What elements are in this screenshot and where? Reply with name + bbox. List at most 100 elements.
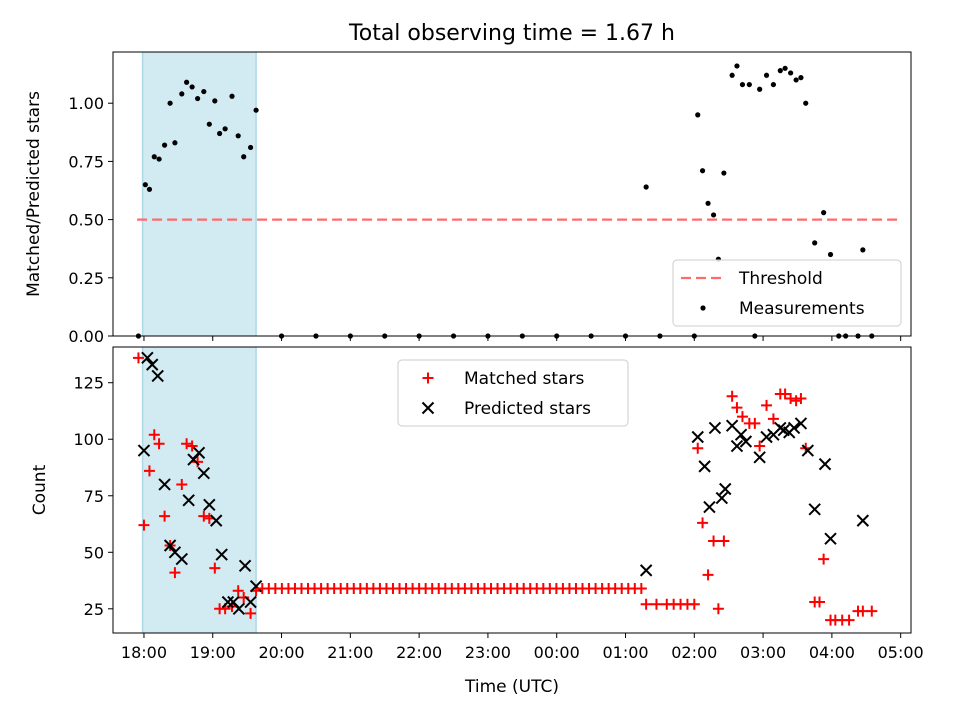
matched-star-marker bbox=[866, 605, 878, 617]
bottom-axes-frame bbox=[112, 346, 912, 634]
measurement-point bbox=[643, 184, 649, 190]
bottom-legend: Matched stars Predicted stars bbox=[397, 359, 629, 427]
measurement-point bbox=[146, 186, 153, 192]
measurement-point bbox=[821, 210, 827, 216]
top-y-tick-label: 1.00 bbox=[68, 94, 104, 113]
measurement-point bbox=[189, 84, 195, 90]
matched-star-marker bbox=[712, 603, 724, 615]
predicted-star-marker bbox=[182, 494, 195, 507]
x-tick-label: 01:00 bbox=[602, 643, 648, 662]
matched-star-marker bbox=[785, 393, 797, 405]
x-tick-label: 04:00 bbox=[809, 643, 855, 662]
x-tick-label: 03:00 bbox=[740, 643, 786, 662]
measurement-point bbox=[710, 212, 717, 218]
legend-matched-swatch bbox=[422, 372, 434, 384]
matched-star-marker bbox=[143, 465, 155, 477]
top-y-tick-label: 0.75 bbox=[68, 152, 104, 171]
measurement-point bbox=[721, 170, 727, 176]
matched-star-marker bbox=[650, 598, 662, 610]
top-panel: 0.00 0.25 0.50 0.75 1.00 Matched/Predicted st… bbox=[24, 51, 912, 346]
matched-star-marker bbox=[736, 411, 748, 423]
bottom-y-axis-label: Count bbox=[30, 464, 50, 515]
predicted-star-marker bbox=[715, 491, 729, 505]
bottom-shaded-span bbox=[142, 347, 257, 633]
measurement-point bbox=[746, 81, 752, 88]
predicted-star-marker bbox=[808, 503, 821, 516]
legend-predicted-swatch bbox=[421, 401, 435, 415]
predicted-star-marker bbox=[244, 595, 257, 609]
measurement-point bbox=[142, 182, 148, 188]
bottom-y-tick-label: 25 bbox=[84, 600, 104, 619]
predicted-star-marker bbox=[719, 482, 732, 496]
measurement-point bbox=[739, 81, 746, 88]
measurement-point bbox=[247, 144, 254, 151]
x-tick-label: 20:00 bbox=[258, 643, 304, 662]
predicted-star-marker bbox=[249, 579, 263, 593]
matched-star-marker bbox=[790, 395, 802, 407]
matched-star-marker bbox=[209, 562, 221, 574]
matched-star-marker bbox=[702, 569, 714, 581]
measurement-point bbox=[235, 133, 241, 139]
x-tick-label: 21:00 bbox=[327, 643, 373, 662]
legend-label: Threshold bbox=[738, 269, 823, 289]
measurement-point bbox=[788, 70, 794, 76]
legend-label: Measurements bbox=[739, 299, 865, 319]
predicted-star-marker bbox=[730, 439, 744, 453]
matched-star-marker bbox=[708, 535, 720, 547]
measurement-point bbox=[206, 121, 212, 127]
predicted-star-marker bbox=[698, 460, 711, 473]
matched-star-marker bbox=[818, 553, 830, 565]
legend-frame bbox=[397, 359, 629, 427]
figure-title: Total observing time = 1.67 h bbox=[348, 21, 675, 46]
measurement-point bbox=[222, 126, 228, 132]
matched-star-marker bbox=[232, 585, 244, 597]
x-tick-label: 05:00 bbox=[878, 643, 924, 662]
matched-star-marker bbox=[718, 535, 730, 547]
measurement-point bbox=[763, 72, 770, 78]
predicted-star-marker bbox=[639, 564, 653, 577]
top-y-tick-label: 0.25 bbox=[68, 269, 104, 288]
bottom-y-tick-label: 50 bbox=[84, 543, 104, 562]
measurement-point bbox=[803, 100, 809, 106]
bottom-x-axis-label: Time (UTC) bbox=[464, 677, 559, 697]
x-tick-label: 18:00 bbox=[121, 643, 167, 662]
predicted-star-marker bbox=[151, 369, 164, 383]
matched-star-marker bbox=[153, 438, 165, 450]
measurement-point bbox=[793, 77, 799, 83]
matched-star-marker bbox=[148, 429, 160, 441]
bottom-y-tick-label: 125 bbox=[73, 374, 104, 393]
measurement-point bbox=[179, 91, 185, 97]
predicted-star-marker bbox=[163, 539, 177, 552]
matched-star-marker bbox=[754, 440, 766, 452]
measurement-point bbox=[798, 75, 804, 81]
predicted-star-marker bbox=[753, 451, 766, 464]
matched-star-marker bbox=[843, 614, 855, 626]
predicted-star-marker bbox=[203, 498, 216, 512]
predicted-star-marker bbox=[824, 532, 837, 545]
measurement-point bbox=[217, 130, 223, 137]
top-y-axis-label: Matched/Predicted stars bbox=[24, 91, 44, 297]
legend-measurement-swatch bbox=[700, 305, 706, 311]
bottom-panel: 18:00 19:00 20:00 21:00 22:00 23:00 00:00 01:00… bbox=[30, 346, 924, 662]
measurement-point bbox=[695, 112, 701, 118]
measurement-point bbox=[699, 168, 706, 174]
measurement-point bbox=[812, 240, 818, 246]
legend-frame bbox=[672, 259, 902, 327]
predicted-star-marker bbox=[691, 430, 704, 444]
matched-star-marker bbox=[692, 442, 704, 454]
x-tick-label: 19:00 bbox=[190, 643, 236, 662]
predicted-star-marker bbox=[238, 559, 252, 573]
bottom-y-tick-label: 100 bbox=[73, 430, 104, 449]
predicted-star-marker bbox=[708, 421, 722, 435]
measurement-point bbox=[770, 81, 777, 88]
matched-star-marker bbox=[767, 413, 779, 425]
measurement-point bbox=[212, 98, 218, 104]
matched-star-marker bbox=[138, 519, 150, 531]
predicted-star-marker bbox=[818, 457, 832, 471]
measurement-point bbox=[757, 86, 763, 92]
matched-star-marker bbox=[779, 388, 791, 400]
measurement-point bbox=[777, 68, 783, 74]
matched-star-marker bbox=[640, 598, 652, 610]
predicted-star-marker bbox=[734, 428, 748, 441]
measurement-point bbox=[705, 200, 711, 206]
